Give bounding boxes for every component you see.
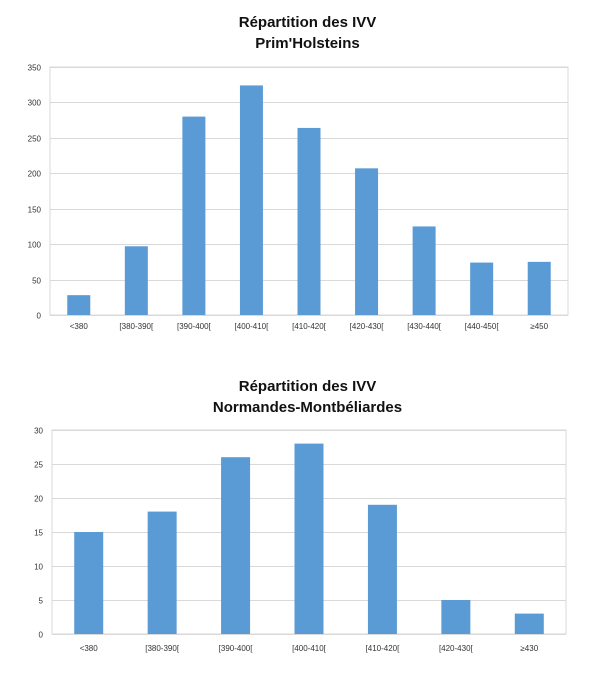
y-tick-label: 25 xyxy=(34,461,43,470)
x-tick-label: [440-450[ xyxy=(465,322,500,331)
bar xyxy=(74,532,104,634)
bar xyxy=(182,116,206,315)
bar xyxy=(527,261,551,315)
bar xyxy=(514,613,544,634)
x-tick-label: [410-420[ xyxy=(366,644,401,653)
x-tick-label: [380-390[ xyxy=(119,322,154,331)
x-tick-label: [400-410[ xyxy=(292,644,327,653)
y-tick-label: 20 xyxy=(34,495,43,504)
x-tick-label: ≥430 xyxy=(520,644,538,653)
bar-chart-plot: 0 5 10 15 20 25 30 <380 [380-390[ [390-400[ [400-4… xyxy=(34,427,567,653)
y-tick-label: 300 xyxy=(28,99,42,108)
chart-title-line2: Normandes-Montbéliardes xyxy=(212,399,403,416)
y-tick-label: 15 xyxy=(34,529,43,538)
bar xyxy=(412,226,436,315)
y-tick-label: 10 xyxy=(34,563,43,572)
chart-title-line1: Répartition des IVV xyxy=(238,14,377,31)
y-tick-label: 200 xyxy=(28,170,42,179)
y-tick-label: 250 xyxy=(28,135,42,144)
chart-title: Répartition des IVV Normandes-Montbéliar… xyxy=(0,376,615,418)
x-tick-label: [400-410[ xyxy=(235,322,270,331)
chart-title-line1: Répartition des IVV xyxy=(238,378,377,395)
bar xyxy=(441,600,471,634)
chart-normandes-montbeliardes: Répartition des IVV Normandes-Montbéliar… xyxy=(0,368,615,668)
y-tick-label: 150 xyxy=(28,206,42,215)
chart-prim-holsteins: Répartition des IVV Prim'Holsteins 0 50 10… xyxy=(0,12,615,331)
bar xyxy=(294,443,324,634)
bar xyxy=(239,85,263,316)
bar-chart-plot: 0 50 100 150 200 250 300 350 <380 [380-390[ [390-4… xyxy=(28,64,569,331)
x-tick-label: [380-390[ xyxy=(145,644,180,653)
x-tick-label: [430-440[ xyxy=(407,322,442,331)
chart-title: Répartition des IVV Prim'Holsteins xyxy=(0,12,615,54)
y-tick-label: 350 xyxy=(28,64,42,73)
x-tick-label: [390-400[ xyxy=(219,644,254,653)
y-tick-label: 100 xyxy=(28,241,42,250)
y-tick-label: 50 xyxy=(32,277,41,286)
bar xyxy=(221,457,251,634)
y-tick-label: 0 xyxy=(37,312,42,321)
y-tick-label: 30 xyxy=(34,427,43,436)
bar xyxy=(147,511,177,634)
x-tick-label: [390-400[ xyxy=(177,322,212,331)
x-tick-label: [420-430[ xyxy=(439,644,474,653)
bar xyxy=(67,295,91,315)
x-tick-label: <380 xyxy=(80,644,99,653)
bar xyxy=(297,127,321,316)
y-tick-label: 5 xyxy=(39,597,44,606)
x-tick-label: <380 xyxy=(70,322,89,331)
chart-title-line2: Prim'Holsteins xyxy=(255,35,360,52)
bar xyxy=(355,168,379,315)
y-tick-label: 0 xyxy=(39,631,44,640)
x-tick-label: [420-430[ xyxy=(350,322,385,331)
x-tick-label: ≥450 xyxy=(530,322,548,331)
x-tick-label: [410-420[ xyxy=(292,322,327,331)
bar xyxy=(470,262,494,315)
bar xyxy=(367,504,397,634)
bar xyxy=(124,246,148,315)
